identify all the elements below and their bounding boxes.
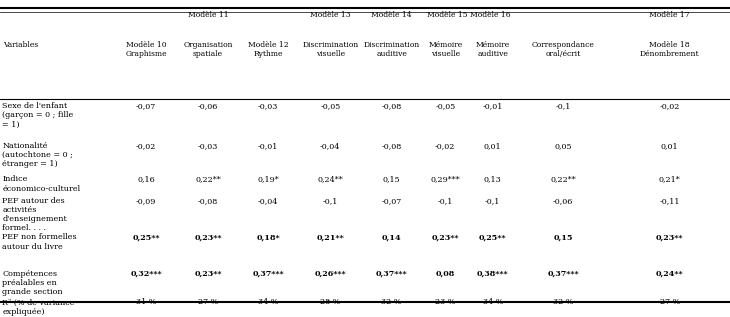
Text: R² (% de variance
expliquée): R² (% de variance expliquée) <box>2 299 74 316</box>
Text: 0,25**: 0,25** <box>132 233 160 242</box>
Text: -0,04: -0,04 <box>258 197 278 205</box>
Text: 0,25**: 0,25** <box>479 233 507 242</box>
Text: -0,11: -0,11 <box>659 197 680 205</box>
Text: 0,23**: 0,23** <box>194 233 222 242</box>
Text: 0,21*: 0,21* <box>659 176 680 184</box>
Text: -0,02: -0,02 <box>136 142 156 150</box>
Text: Discrimination
visuelle: Discrimination visuelle <box>302 41 358 58</box>
Text: 0,16: 0,16 <box>137 176 155 184</box>
Text: Mémoire
visuelle: Mémoire visuelle <box>429 41 462 58</box>
Text: Indice
économico-culturel: Indice économico-culturel <box>2 176 80 193</box>
Text: -0,04: -0,04 <box>320 142 340 150</box>
Text: Correspondance
oral/écrit: Correspondance oral/écrit <box>531 41 595 58</box>
Text: 0,37***: 0,37*** <box>376 270 407 278</box>
Text: 0,24**: 0,24** <box>318 176 343 184</box>
Text: 0,26***: 0,26*** <box>315 270 346 278</box>
Text: 0,23**: 0,23** <box>656 233 683 242</box>
Text: Mémoire
auditive: Mémoire auditive <box>476 41 510 58</box>
Text: 0,14: 0,14 <box>382 233 402 242</box>
Text: -0,06: -0,06 <box>553 197 573 205</box>
Text: 0,15: 0,15 <box>383 176 401 184</box>
Text: -0,08: -0,08 <box>382 102 402 110</box>
Text: Modèle 18
Dénombrement: Modèle 18 Dénombrement <box>640 41 699 58</box>
Text: Modèle 11: Modèle 11 <box>188 11 228 19</box>
Text: -0,08: -0,08 <box>198 197 218 205</box>
Text: -0,07: -0,07 <box>136 102 156 110</box>
Text: 0,29***: 0,29*** <box>431 176 460 184</box>
Text: 27 %: 27 % <box>198 299 218 307</box>
Text: 27 %: 27 % <box>660 299 680 307</box>
Text: Modèle 12
Rythme: Modèle 12 Rythme <box>248 41 288 58</box>
Text: -0,02: -0,02 <box>435 142 456 150</box>
Text: Modèle 15 Modèle 16: Modèle 15 Modèle 16 <box>427 11 511 19</box>
Text: 0,08: 0,08 <box>436 270 455 278</box>
Text: 0,22**: 0,22** <box>550 176 576 184</box>
Text: 0,01: 0,01 <box>484 142 502 150</box>
Text: -0,1: -0,1 <box>556 102 571 110</box>
Text: Compétences
préalables en
grande section: Compétences préalables en grande section <box>2 270 63 296</box>
Text: Modèle 13: Modèle 13 <box>310 11 350 19</box>
Text: Organisation
spatiale: Organisation spatiale <box>183 41 233 58</box>
Text: -0,07: -0,07 <box>382 197 402 205</box>
Text: PEF autour des
activités
d'enseignement
formel. . . .: PEF autour des activités d'enseignement … <box>2 197 67 232</box>
Text: 31 %: 31 % <box>136 299 156 307</box>
Text: -0,05: -0,05 <box>320 102 340 110</box>
Text: Variables: Variables <box>3 41 38 49</box>
Text: 32 %: 32 % <box>381 299 402 307</box>
Text: 0,37***: 0,37*** <box>548 270 579 278</box>
Text: Modèle 14: Modèle 14 <box>372 11 412 19</box>
Text: 0,21**: 0,21** <box>316 233 345 242</box>
Text: -0,03: -0,03 <box>258 102 278 110</box>
Text: 0,32***: 0,32*** <box>130 270 162 278</box>
Text: 32 %: 32 % <box>553 299 574 307</box>
Text: -0,06: -0,06 <box>198 102 218 110</box>
Text: -0,05: -0,05 <box>435 102 456 110</box>
Text: PEF non formelles
autour du livre: PEF non formelles autour du livre <box>2 233 77 251</box>
Text: 0,19*: 0,19* <box>258 176 279 184</box>
Text: 0,01: 0,01 <box>661 142 679 150</box>
Text: -0,1: -0,1 <box>485 197 501 205</box>
Text: Modèle 17: Modèle 17 <box>650 11 690 19</box>
Text: 0,38***: 0,38*** <box>477 270 509 278</box>
Text: 0,05: 0,05 <box>555 142 572 150</box>
Text: -0,08: -0,08 <box>382 142 402 150</box>
Text: 0,13: 0,13 <box>484 176 502 184</box>
Text: 0,24**: 0,24** <box>656 270 683 278</box>
Text: Discrimination
auditive: Discrimination auditive <box>364 41 420 58</box>
Text: 23 %: 23 % <box>435 299 456 307</box>
Text: -0,09: -0,09 <box>136 197 156 205</box>
Text: -0,1: -0,1 <box>323 197 338 205</box>
Text: Modèle 10
Graphisme: Modèle 10 Graphisme <box>125 41 167 58</box>
Text: 0,15: 0,15 <box>553 233 573 242</box>
Text: Nationalité
(autochtone = 0 ;
étranger = 1): Nationalité (autochtone = 0 ; étranger =… <box>2 142 73 168</box>
Text: -0,01: -0,01 <box>483 102 503 110</box>
Text: -0,03: -0,03 <box>198 142 218 150</box>
Text: -0,02: -0,02 <box>660 102 680 110</box>
Text: 0,23**: 0,23** <box>431 233 459 242</box>
Text: -0,1: -0,1 <box>437 197 453 205</box>
Text: Sexe de l'enfant
(garçon = 0 ; fille
= 1): Sexe de l'enfant (garçon = 0 ; fille = 1… <box>2 102 74 129</box>
Text: 34 %: 34 % <box>483 299 503 307</box>
Text: 0,23**: 0,23** <box>194 270 222 278</box>
Text: -0,01: -0,01 <box>258 142 278 150</box>
Text: 28 %: 28 % <box>320 299 340 307</box>
Text: 34 %: 34 % <box>258 299 279 307</box>
Text: 0,18*: 0,18* <box>256 233 280 242</box>
Text: 0,37***: 0,37*** <box>253 270 284 278</box>
Text: 0,22**: 0,22** <box>195 176 221 184</box>
